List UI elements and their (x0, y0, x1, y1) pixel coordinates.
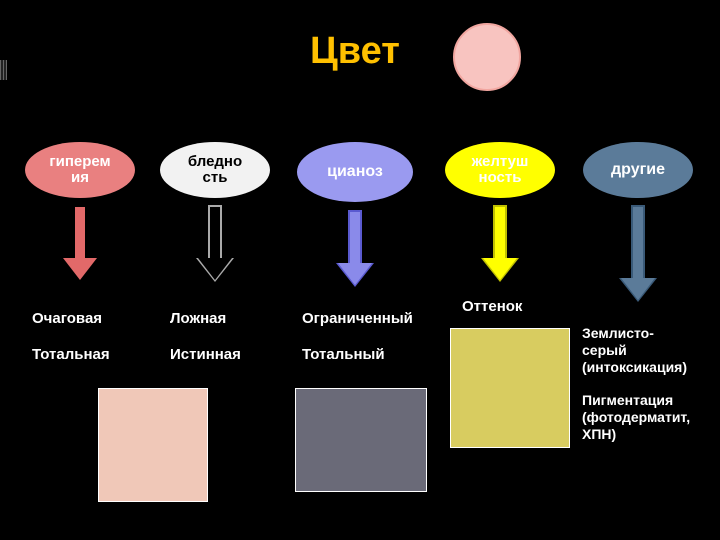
category-text-hyperemia: Очаговая Тотальная (32, 310, 110, 364)
arrow-down-icon (338, 210, 372, 285)
category-ellipse-cyanosis: цианоз (297, 142, 413, 202)
arrow-down-icon (483, 205, 517, 280)
category-ellipse-jaundice: желтуш ность (445, 142, 555, 198)
arrow-down-icon (621, 205, 655, 300)
accent-circle (453, 23, 521, 91)
category-text-pallor: Ложная Истинная (170, 310, 241, 364)
category-text-other: Землисто- серый (интоксикация) Пигментац… (582, 325, 690, 443)
side-marker (0, 60, 7, 80)
photo-placeholder-hyperemia (98, 388, 208, 502)
category-text-cyanosis: Ограниченный Тотальный (302, 310, 413, 364)
page-title: Цвет (310, 30, 400, 73)
arrow-down-icon (63, 205, 97, 280)
category-ellipse-other: другие (583, 142, 693, 198)
photo-placeholder-jaundice (450, 328, 570, 448)
photo-placeholder-cyanosis (295, 388, 427, 492)
category-ellipse-hyperemia: гиперем ия (25, 142, 135, 198)
arrow-down-icon (198, 205, 232, 280)
category-text-jaundice: Оттенок (462, 298, 522, 316)
category-ellipse-pallor: бледно сть (160, 142, 270, 198)
